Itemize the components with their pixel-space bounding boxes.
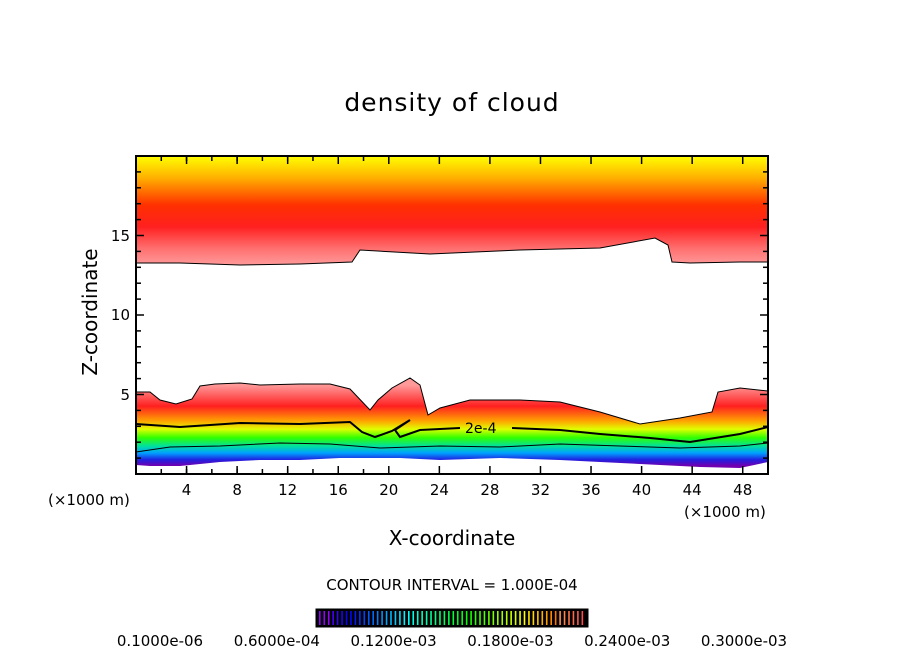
colorbar-stripe bbox=[519, 611, 521, 625]
colorbar-stripe bbox=[332, 611, 334, 625]
x-tick-label: 48 bbox=[733, 481, 753, 499]
colorbar-stripe bbox=[439, 611, 441, 625]
colorbar-stripe bbox=[345, 611, 348, 625]
colorbar-stripe bbox=[559, 611, 561, 625]
contour-1e-4 bbox=[135, 442, 769, 453]
x-tick-label: 32 bbox=[530, 481, 551, 499]
colorbar-label: 0.1800e-03 bbox=[467, 632, 554, 650]
colorbar-stripe bbox=[456, 611, 459, 625]
colorbar-label: 0.3000e-03 bbox=[700, 632, 788, 650]
colorbar-stripe bbox=[327, 611, 330, 625]
x-tick-label: 16 bbox=[328, 481, 348, 499]
colorbar-stripe bbox=[510, 611, 512, 625]
upper-boundary-lower-cloud bbox=[136, 377, 769, 425]
colorbar-stripe bbox=[572, 611, 575, 625]
colorbar-stripe bbox=[465, 611, 468, 625]
colorbar-stripes bbox=[319, 611, 584, 625]
colorbar-stripe bbox=[425, 611, 428, 625]
colorbar-label: 0.6000e-04 bbox=[233, 632, 320, 650]
y-axis-label: Z-coordinate bbox=[78, 248, 102, 376]
colorbar-stripe bbox=[336, 611, 339, 625]
colorbar-stripe bbox=[376, 611, 379, 625]
colorbar-stripe bbox=[443, 611, 446, 625]
colorbar-stripe bbox=[399, 611, 401, 625]
colorbar-label: 0.1200e-03 bbox=[350, 632, 437, 650]
contour-interval: CONTOUR INTERVAL = 1.000E-04 bbox=[326, 576, 578, 594]
colorbar-stripe bbox=[394, 611, 397, 625]
colorbar-stripe bbox=[483, 611, 486, 625]
colorbar-stripe bbox=[341, 611, 343, 625]
x-tick-label: 8 bbox=[232, 481, 242, 499]
x-tick-label: 28 bbox=[480, 481, 500, 499]
colorbar-stripe bbox=[505, 611, 508, 625]
colorbar-stripe bbox=[550, 611, 552, 625]
y-tick-label: 5 bbox=[120, 385, 130, 404]
colorbar-stripe bbox=[363, 611, 366, 625]
colorbar-stripe bbox=[354, 611, 357, 625]
colorbar-label: 0.1000e-06 bbox=[116, 632, 204, 650]
colorbar-stripe bbox=[452, 611, 455, 625]
colorbar-stripe bbox=[372, 611, 374, 625]
colorbar-stripe bbox=[408, 611, 410, 625]
x-unit-left: (×1000 m) bbox=[48, 491, 130, 509]
x-tick-label: 36 bbox=[581, 481, 601, 499]
colorbar-stripe bbox=[367, 611, 370, 625]
colorbar-stripe bbox=[470, 611, 472, 625]
x-axis-label: X-coordinate bbox=[388, 526, 516, 550]
y-tick-label: 15 bbox=[110, 226, 130, 245]
x-unit-right: (×1000 m) bbox=[684, 503, 766, 521]
colorbar-label: 0.2400e-03 bbox=[584, 632, 671, 650]
colorbar-stripe bbox=[545, 611, 548, 625]
colorbar-stripe bbox=[430, 611, 432, 625]
x-tick-label: 40 bbox=[632, 481, 652, 499]
x-tick-label: 44 bbox=[682, 481, 702, 499]
colorbar-stripe bbox=[528, 611, 530, 625]
colorbar-stripe bbox=[323, 611, 326, 625]
colorbar-stripe bbox=[385, 611, 388, 625]
colorbar-stripe bbox=[537, 611, 539, 625]
colorbar-stripe bbox=[577, 611, 579, 625]
colorbar-stripe bbox=[381, 611, 383, 625]
colorbar-stripe bbox=[514, 611, 517, 625]
colorbar-stripe bbox=[403, 611, 406, 625]
colorbar-stripe bbox=[563, 611, 566, 625]
colorbar-stripe bbox=[581, 611, 584, 625]
colorbar-stripe bbox=[488, 611, 490, 625]
colorbar-stripe bbox=[319, 611, 321, 625]
colorbar-stripe bbox=[492, 611, 495, 625]
colorbar-stripe bbox=[448, 611, 450, 625]
colorbar-stripe bbox=[497, 611, 499, 625]
colorbar-stripe bbox=[532, 611, 535, 625]
colorbar-stripe bbox=[434, 611, 437, 625]
x-tick-label: 4 bbox=[181, 481, 192, 499]
axis-ticks bbox=[136, 156, 768, 474]
colorbar-stripe bbox=[390, 611, 392, 625]
x-tick-label: 24 bbox=[429, 481, 449, 499]
contour-label: 2e-4 bbox=[465, 421, 497, 437]
colorbar-stripe bbox=[416, 611, 419, 625]
y-tick-label: 10 bbox=[110, 306, 130, 324]
colorbar-stripe bbox=[474, 611, 477, 625]
colorbar-stripe bbox=[501, 611, 504, 625]
colorbar-stripe bbox=[350, 611, 352, 625]
colorbar-stripe bbox=[523, 611, 526, 625]
colorbar-stripe bbox=[412, 611, 415, 625]
colorbar-stripe bbox=[554, 611, 557, 625]
contour-2e-4 bbox=[135, 419, 769, 444]
colorbar-stripe bbox=[461, 611, 463, 625]
upper-cloud-field bbox=[135, 155, 769, 266]
chart-title: density of cloud bbox=[344, 88, 560, 117]
x-tick-label: 20 bbox=[379, 481, 399, 499]
colorbar-stripe bbox=[479, 611, 481, 625]
colorbar-stripe bbox=[541, 611, 544, 625]
colorbar-stripe bbox=[568, 611, 570, 625]
x-tick-label: 12 bbox=[278, 481, 298, 499]
colorbar-stripe bbox=[359, 611, 361, 625]
colorbar-stripe bbox=[421, 611, 423, 625]
